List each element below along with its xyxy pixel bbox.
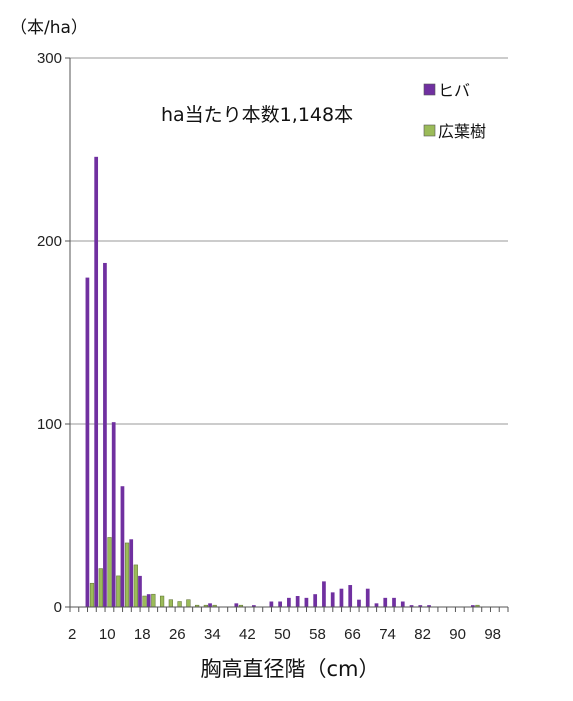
x-tick-label: 98 (484, 626, 501, 643)
bar-broadleaf-14 (124, 542, 130, 608)
bar-broadleaf-6 (89, 582, 95, 608)
bar-broadleaf-8 (98, 568, 103, 608)
bar-hiba-82 (418, 605, 423, 607)
bar-hiba-14 (120, 486, 125, 607)
bar-hiba-50 (278, 601, 282, 607)
bar-hiba-74 (383, 597, 388, 607)
bar-hiba-68 (357, 599, 361, 607)
bar-hiba-76 (392, 597, 396, 607)
bar-broadleaf-16 (133, 564, 138, 608)
bar-broadleaf-10 (107, 537, 112, 608)
x-tick-label: 2 (68, 626, 76, 643)
bar-hiba-54 (295, 596, 300, 607)
y-tick-label: 300 (37, 50, 62, 67)
bar-hiba-66 (348, 585, 353, 607)
y-tick-label: 100 (37, 416, 62, 433)
bar-hiba-44 (251, 605, 256, 607)
x-tick-label: 42 (239, 626, 256, 643)
bar-hiba-34 (208, 603, 212, 607)
bar-broadleaf-12 (116, 575, 121, 608)
x-tick-label: 82 (414, 626, 431, 643)
bar-hiba-78 (400, 601, 405, 607)
legend-label-broadleaf: 広葉樹 (438, 122, 486, 141)
x-tick-label: 66 (344, 626, 361, 643)
bar-hiba-12 (111, 422, 116, 607)
bar-hiba-8 (94, 156, 99, 607)
bar-hiba-94 (470, 605, 475, 607)
x-tick-label: 50 (274, 626, 291, 643)
bars (85, 156, 480, 608)
bar-broadleaf-20 (151, 593, 156, 608)
x-axis-label: 胸高直径階（cm） (200, 657, 379, 681)
bar-hiba-6 (85, 277, 90, 607)
bar-broadleaf-22 (159, 595, 165, 608)
bar-broadleaf-26 (177, 601, 182, 608)
bar-hiba-84 (427, 605, 431, 607)
bar-broadleaf-28 (186, 599, 191, 608)
bar-hiba-80 (409, 605, 414, 607)
bar-broadleaf-24 (168, 599, 173, 608)
legend-label-hiba: ヒバ (438, 81, 470, 100)
bar-hiba-18 (138, 575, 142, 607)
legend: ヒバ 広葉樹 (423, 81, 486, 141)
bar-hiba-70 (365, 588, 370, 607)
bar-hiba-48 (269, 601, 274, 607)
x-tick-label: 34 (204, 626, 221, 643)
x-tick-label: 58 (309, 626, 326, 643)
x-tick-labels: 2 10 18 26 34 42 50 58 66 74 82 90 98 (68, 626, 501, 643)
axes (65, 57, 509, 612)
bar-hiba-40 (234, 603, 239, 607)
x-tick-label: 90 (449, 626, 466, 643)
x-tick-label: 26 (169, 626, 186, 643)
y-unit-label: （本/ha） (10, 18, 88, 38)
x-tick-label: 18 (134, 626, 151, 643)
bar-hiba-16 (129, 539, 134, 607)
bar-hiba-52 (287, 597, 291, 607)
bar-hiba-56 (304, 597, 309, 607)
y-tick-label: 0 (54, 599, 62, 616)
y-tick-labels: 0 100 200 300 (37, 50, 62, 616)
bar-hiba-10 (103, 262, 107, 607)
bar-hiba-60 (322, 581, 326, 607)
x-tick-label: 10 (99, 626, 116, 643)
bar-broadleaf-18 (142, 595, 147, 608)
legend-swatch-broadleaf (423, 124, 436, 137)
gridlines (70, 57, 508, 425)
bar-hiba-20 (146, 594, 151, 607)
bar-hiba-72 (374, 603, 379, 607)
bar-hiba-58 (313, 594, 318, 607)
total-count-annotation: ha当たり本数1,148本 (161, 104, 353, 126)
bar-hiba-62 (330, 592, 335, 607)
x-tick-label: 74 (379, 626, 396, 643)
bar-hiba-64 (339, 588, 344, 607)
y-tick-label: 200 (37, 233, 62, 250)
legend-swatch-hiba (423, 83, 436, 96)
